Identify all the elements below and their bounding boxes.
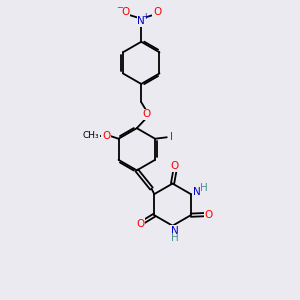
Text: I: I [170,132,173,142]
Text: O: O [205,210,213,220]
Text: H: H [171,233,179,243]
Text: O: O [121,8,129,17]
Text: O: O [102,131,110,141]
Text: H: H [200,183,208,193]
Text: O: O [153,8,161,17]
Text: O: O [136,219,144,229]
Text: N: N [137,16,145,26]
Text: −: − [117,4,124,13]
Text: N: N [171,226,179,236]
Text: N: N [193,187,201,197]
Text: CH₃: CH₃ [83,131,99,140]
Text: O: O [171,161,179,171]
Text: O: O [142,110,151,119]
Text: +: + [142,12,148,21]
